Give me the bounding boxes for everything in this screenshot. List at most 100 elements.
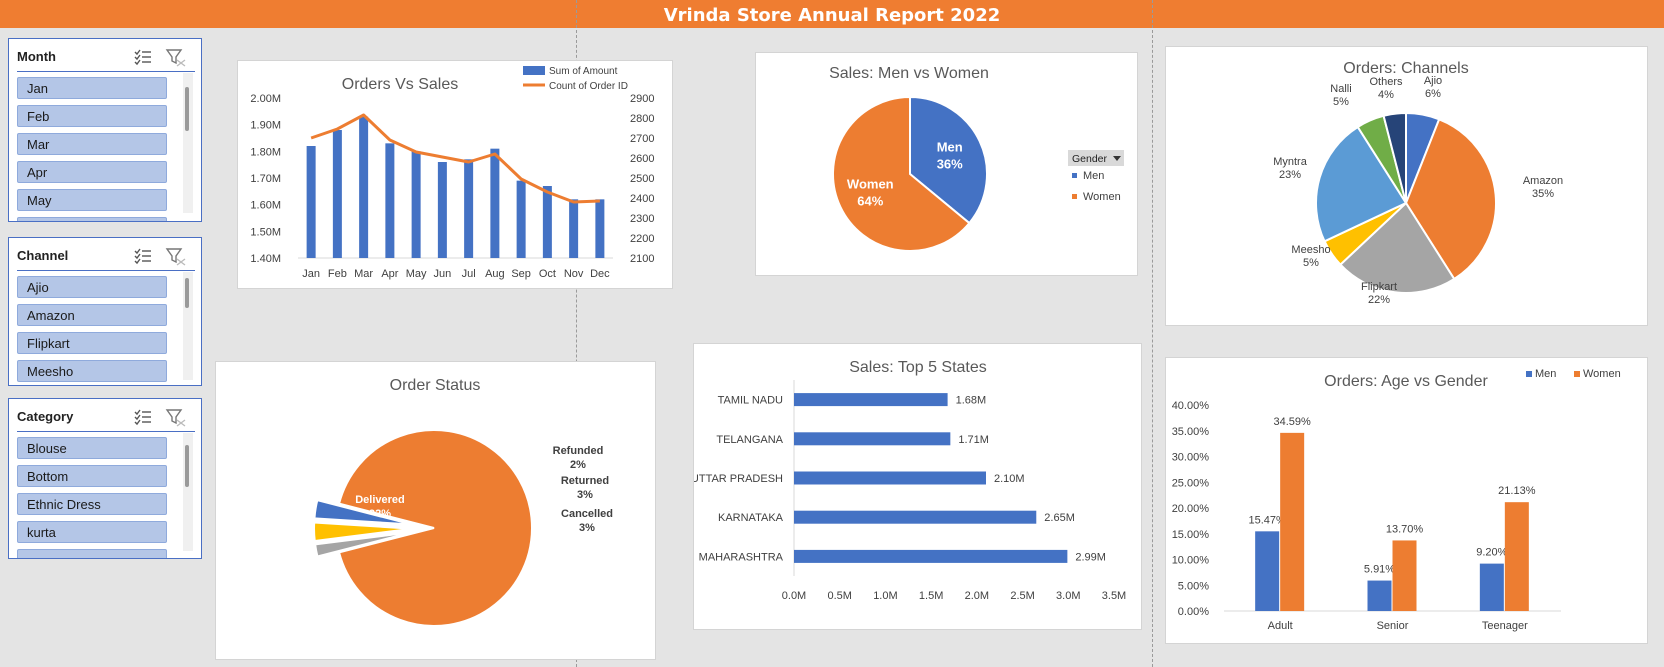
bar-value-label: 34.59% (1274, 416, 1312, 428)
bar-amount-dec (595, 199, 605, 258)
bar-value-label: 1.68M (956, 395, 987, 407)
bar-telangana (794, 432, 951, 446)
slicer-item-meesho[interactable]: Meesho (17, 360, 167, 382)
legend-swatch-women (1072, 194, 1077, 199)
slicer-item-feb[interactable]: Feb (17, 105, 167, 127)
slicer-scrollbar-thumb[interactable] (185, 278, 189, 308)
page-break-line (1152, 0, 1153, 667)
legend-swatch-women (1574, 371, 1580, 377)
slicer-item-ajio[interactable]: Ajio (17, 276, 167, 298)
y-left-tick-label: 1.40M (250, 253, 281, 265)
legend-swatch-men (1526, 371, 1532, 377)
bar-women-adult (1280, 432, 1305, 611)
legend-label-orders: Count of Order ID (549, 81, 628, 92)
slicer-item-partial[interactable] (17, 549, 167, 558)
pie-slice-returned (313, 521, 413, 543)
pie-slice-myntra (1315, 125, 1408, 243)
bar-value-label: 13.70% (1386, 523, 1424, 535)
bar-amount-feb (332, 130, 342, 258)
slice-value-label: 22% (1368, 294, 1390, 306)
slice-name-label: Others (1369, 76, 1403, 88)
slicer-item-may[interactable]: May (17, 189, 167, 211)
x-tick-label: Teenager (1482, 620, 1528, 632)
slice-value-label: 6% (1425, 88, 1441, 100)
channels-panel: Orders: Channels Ajio 6% Amazon 35% Flipkart 2… (1165, 46, 1648, 326)
y-left-tick-label: 1.90M (250, 120, 281, 132)
y-tick-label: 10.00% (1172, 555, 1210, 567)
multi-select-icon[interactable] (134, 409, 151, 426)
slicer-scrollbar[interactable] (183, 433, 193, 551)
x-tick-label: 3.0M (1056, 590, 1080, 602)
y-tick-label: KARNATAKA (718, 512, 784, 524)
channels-chart: Orders: ChannelsAjio6%Amazon35%Flipkart2… (1273, 60, 1563, 306)
bar-value-label: 5.91% (1364, 564, 1395, 576)
x-tick-label: Mar (354, 268, 373, 280)
bar-amount-jun (437, 162, 447, 258)
y-tick-label: 35.00% (1172, 426, 1210, 438)
bar-uttar-pradesh (794, 471, 986, 485)
bar-women-senior (1392, 540, 1417, 611)
slice-value-label: 23% (1279, 169, 1301, 181)
x-tick-label: Adult (1268, 620, 1293, 632)
y-right-tick-label: 2100 (630, 253, 654, 265)
slice-value-label: 64% (857, 194, 883, 209)
bar-tamil-nadu (794, 393, 948, 407)
pie-slice-men (909, 95, 988, 225)
multi-select-icon[interactable] (134, 49, 151, 66)
legend-label-men: Men (1535, 368, 1556, 380)
slicer-item-partial[interactable] (17, 217, 167, 221)
slicer-item-jan[interactable]: Jan (17, 77, 167, 99)
y-left-tick-label: 1.50M (250, 226, 281, 238)
slicer-scrollbar-thumb[interactable] (185, 87, 189, 131)
x-tick-label: 0.0M (782, 590, 806, 602)
x-tick-label: Senior (1377, 620, 1409, 632)
y-right-tick-label: 2700 (630, 133, 654, 145)
y-tick-label: MAHARASHTRA (699, 551, 784, 563)
pie-slice-women (832, 95, 971, 252)
x-tick-label: Apr (381, 268, 398, 280)
bar-value-label: 15.47% (1249, 514, 1287, 526)
x-tick-label: Nov (564, 268, 584, 280)
slicer-item-blouse[interactable]: Blouse (17, 437, 167, 459)
slicer-item-bottom[interactable]: Bottom (17, 465, 167, 487)
bar-amount-jul (464, 159, 474, 258)
chart-title: Orders: Age vs Gender (1324, 373, 1488, 390)
report-title-banner: Vrinda Store Annual Report 2022 (0, 0, 1664, 28)
men-vs-women-panel: Sales: Men vs Women Men 36% Women 64% Gender M… (755, 52, 1138, 276)
slice-name-label: Flipkart (1361, 281, 1397, 293)
x-tick-label: Aug (485, 268, 505, 280)
slicer-item-kurta[interactable]: kurta (17, 521, 167, 543)
x-tick-label: Jul (462, 268, 476, 280)
multi-select-icon[interactable] (134, 248, 151, 265)
slicer-title: Channel (17, 248, 69, 263)
chart-title: Orders: Channels (1343, 60, 1468, 77)
bar-amount-may (411, 151, 421, 258)
line-order-count (310, 113, 600, 204)
channel-slicer[interactable]: Channel Ajio Amazon Flipkart Meesho (8, 237, 202, 386)
slicer-icons (133, 47, 189, 67)
slicer-item-apr[interactable]: Apr (17, 161, 167, 183)
slice-name-label: Refunded (553, 445, 604, 457)
clear-filter-icon[interactable] (165, 49, 186, 67)
slicer-scrollbar-thumb[interactable] (185, 445, 189, 487)
month-slicer[interactable]: Month Jan Feb Mar Apr May (8, 38, 202, 222)
y-left-tick-label: 1.60M (250, 200, 281, 212)
slicer-item-ethnic-dress[interactable]: Ethnic Dress (17, 493, 167, 515)
slice-name-label: Cancelled (561, 508, 613, 520)
slicer-scrollbar[interactable] (183, 272, 193, 380)
slicer-item-flipkart[interactable]: Flipkart (17, 332, 167, 354)
clear-filter-icon[interactable] (165, 248, 186, 266)
bar-men-teenager (1479, 563, 1504, 611)
bar-value-label: 2.99M (1075, 551, 1106, 563)
y-right-tick-label: 2900 (630, 93, 654, 105)
slicer-icons (133, 246, 189, 266)
slicer-item-amazon[interactable]: Amazon (17, 304, 167, 326)
category-slicer[interactable]: Category Blouse Bottom Ethnic Dress kurta (8, 398, 202, 559)
bar-maharashtra (794, 549, 1068, 563)
slice-value-label: 5% (1303, 257, 1319, 269)
y-tick-label: 40.00% (1172, 400, 1210, 412)
slicer-item-mar[interactable]: Mar (17, 133, 167, 155)
y-tick-label: 30.00% (1172, 452, 1210, 464)
slicer-scrollbar[interactable] (183, 73, 193, 213)
clear-filter-icon[interactable] (165, 409, 186, 427)
